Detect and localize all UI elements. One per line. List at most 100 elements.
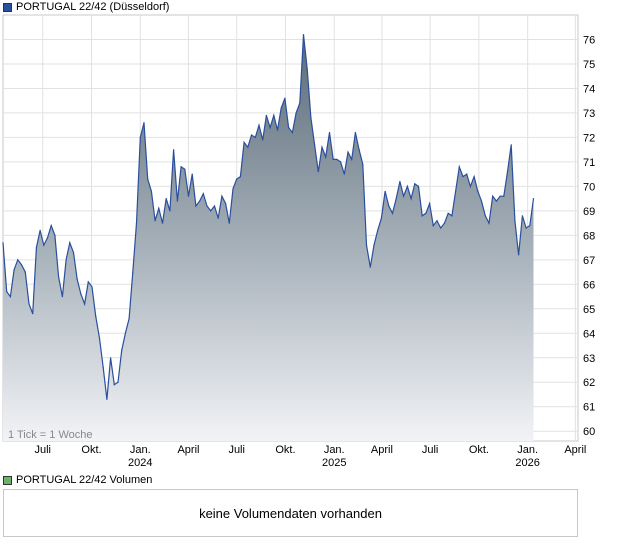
price-point (161, 222, 164, 224)
y-tick-label: 72 (583, 132, 595, 144)
y-tick-label: 64 (583, 328, 595, 340)
price-point (429, 202, 431, 205)
price-point (61, 296, 64, 298)
price-point (110, 357, 112, 359)
price-line (2, 34, 535, 400)
price-point (477, 190, 479, 192)
price-point (399, 180, 401, 183)
price-point (503, 195, 505, 197)
price-point (369, 266, 371, 268)
price-point (206, 205, 208, 207)
price-point (525, 227, 527, 229)
price-point (254, 136, 256, 138)
y-tick-label: 66 (583, 279, 595, 291)
price-point (269, 127, 271, 129)
x-tick-label: Jan. (324, 444, 345, 456)
price-point (76, 278, 78, 280)
price-point (358, 149, 360, 151)
price-point (295, 112, 297, 114)
y-tick-label: 70 (583, 181, 595, 193)
price-point (403, 195, 405, 197)
y-tick-label: 75 (583, 59, 595, 71)
price-point (506, 171, 509, 173)
price-point (187, 195, 190, 197)
price-point (362, 163, 364, 165)
price-point (529, 225, 531, 227)
price-point (340, 161, 342, 163)
price-point (314, 144, 316, 146)
price-point (455, 190, 457, 192)
price-point (388, 205, 390, 207)
y-tick-label: 73 (583, 108, 595, 120)
price-point (173, 149, 175, 151)
y-tick-label: 74 (583, 83, 595, 95)
price-point (113, 384, 115, 386)
price-point (95, 315, 97, 317)
price-point (447, 212, 449, 214)
price-chart: 60 61 62 63 64 65 66 67 68 69 70 71 72 73 74 75 76 Juli O… (2, 14, 595, 469)
price-point (414, 183, 416, 185)
price-point (124, 332, 126, 334)
volume-empty-message: keine Volumendaten vorhanden (199, 505, 382, 521)
y-tick-label: 76 (583, 34, 595, 46)
y-tick-label: 67 (583, 255, 595, 267)
price-point (9, 296, 11, 298)
price-point (325, 156, 327, 158)
price-point (521, 215, 524, 217)
price-point (469, 185, 471, 187)
price-point (343, 173, 345, 175)
price-point (139, 136, 141, 138)
price-point (128, 318, 130, 320)
price-point (258, 124, 260, 126)
price-point (276, 129, 279, 131)
price-point (443, 222, 446, 224)
price-point (135, 222, 138, 224)
price-point (217, 217, 219, 219)
price-point (232, 188, 234, 190)
price-point (395, 198, 397, 200)
price-point (321, 146, 323, 148)
price-point (69, 242, 71, 244)
price-point (492, 195, 494, 197)
price-point (495, 200, 497, 202)
x-tick-label: Jan. (130, 444, 151, 456)
price-point (35, 247, 38, 249)
y-tick-label: 69 (583, 206, 595, 218)
price-point (384, 190, 386, 192)
price-point (462, 176, 464, 178)
price-point (147, 178, 149, 180)
price-point (391, 212, 394, 214)
price-point (180, 166, 182, 168)
price-point (328, 131, 331, 134)
price-point (46, 237, 49, 239)
price-point (2, 242, 4, 244)
price-point (421, 215, 423, 217)
y-tick-label: 65 (583, 304, 595, 316)
price-point (225, 202, 227, 205)
price-point (202, 193, 204, 195)
price-point (284, 97, 286, 99)
price-point (380, 217, 382, 219)
price-point (510, 144, 512, 146)
price-point (39, 229, 41, 231)
price-point (20, 264, 23, 266)
price-point (288, 127, 290, 129)
price-point (50, 225, 52, 227)
volume-legend-swatch (3, 475, 12, 485)
x-tick-label: Okt. (275, 444, 295, 456)
price-point (195, 205, 197, 207)
price-point (165, 198, 167, 200)
price-point (440, 227, 442, 229)
price-point (72, 251, 75, 254)
price-point (80, 293, 82, 295)
x-tick-year-label: 2025 (322, 457, 346, 469)
x-tick-label: April (371, 444, 393, 456)
y-tick-label: 71 (583, 157, 595, 169)
x-tick-label: April (177, 444, 199, 456)
price-point (488, 222, 490, 224)
price-point (410, 198, 412, 200)
price-point (291, 131, 293, 134)
price-point (247, 146, 249, 148)
price-point (102, 367, 104, 369)
price-point (54, 234, 56, 236)
